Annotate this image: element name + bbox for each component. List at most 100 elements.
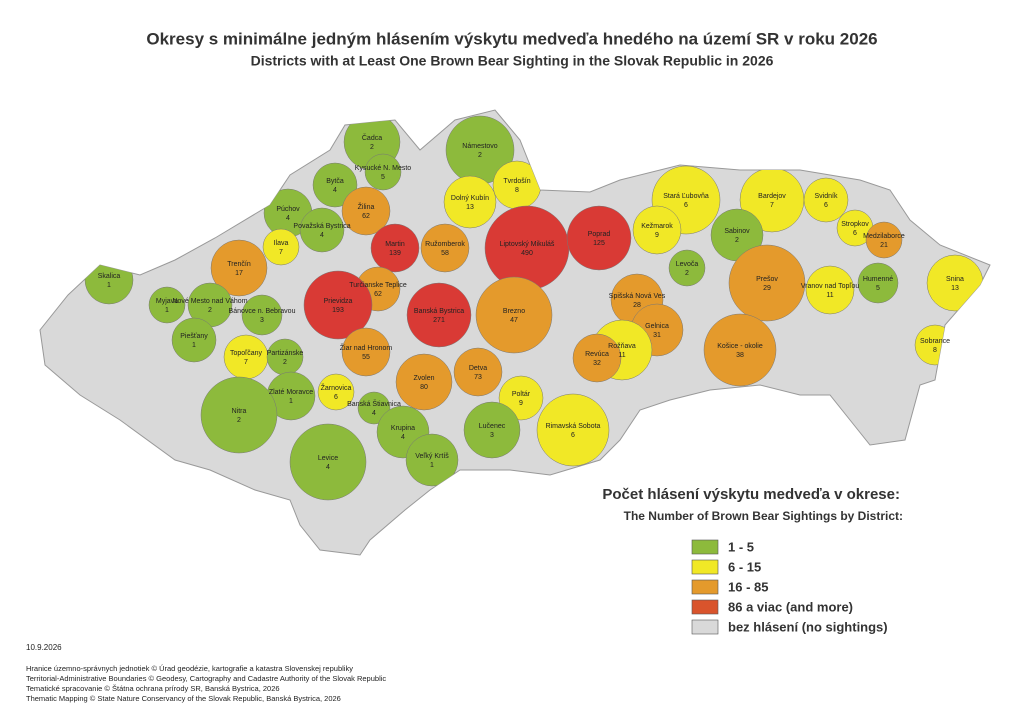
district-name: Stropkov (841, 221, 869, 228)
district-value: 1 (430, 462, 434, 469)
district-name: Brezno (503, 308, 525, 315)
legend-subtitle: The Number of Brown Bear Sightings by Di… (624, 509, 903, 523)
district-name: Prievidza (324, 298, 353, 305)
district-name: Liptovský Mikuláš (500, 241, 555, 248)
district-area (223, 334, 269, 380)
subtitle: Districts with at Least One Brown Bear S… (251, 53, 774, 69)
district-area (492, 160, 542, 210)
district-value: 11 (618, 352, 625, 359)
district-area (341, 186, 391, 236)
district-name: Turčianske Teplice (349, 282, 407, 289)
district-area (805, 265, 855, 315)
district-name: Spišská Nová Ves (609, 293, 666, 300)
credit-line: Thematic Mapping © State Nature Conserva… (26, 694, 341, 703)
district-area (463, 401, 521, 459)
credit-line: Territorial-Administrative Boundaries © … (26, 674, 386, 683)
title: Okresy s minimálne jedným hlásením výsky… (146, 29, 877, 48)
district-value: 21 (880, 242, 888, 249)
credit-line: Tematické spracovanie © Štátna ochrana p… (26, 684, 280, 693)
district-area (84, 255, 134, 305)
legend: 1 - 5 6 - 15 16 - 85 86 a viac (and more) be… (691, 539, 888, 635)
district-value: 2 (735, 237, 739, 244)
district-area (857, 262, 899, 304)
district-name: Gelnica (645, 323, 669, 330)
district-value: 17 (235, 270, 243, 277)
districts (84, 113, 984, 501)
district-value: 73 (474, 374, 482, 381)
district-name: Dolný Kubín (451, 195, 489, 202)
district-value: 55 (362, 354, 370, 361)
district-name: Svidník (815, 193, 838, 200)
legend-swatch (691, 579, 719, 595)
district-value: 1 (165, 307, 169, 314)
district-value: 6 (824, 202, 828, 209)
district-value: 13 (951, 285, 959, 292)
district-area (443, 175, 497, 229)
district-value: 1 (192, 342, 196, 349)
district-value: 490 (521, 250, 533, 257)
district-value: 7 (244, 359, 248, 366)
district-value: 1 (289, 398, 293, 405)
district-name: Vranov nad Topľou (801, 283, 860, 290)
district-name: Rožňava (608, 343, 636, 350)
district-area (536, 393, 610, 467)
legend-title: Počet hlásení výskytu medveďa v okrese: (602, 486, 900, 503)
district-value: 2 (370, 144, 374, 151)
legend-label: 1 - 5 (728, 539, 754, 554)
district-value: 28 (633, 302, 641, 309)
legend-label: 86 a viac (and more) (728, 599, 853, 614)
district-value: 8 (515, 187, 519, 194)
district-value: 7 (770, 202, 774, 209)
district-area (266, 338, 304, 376)
district-area (357, 391, 391, 425)
district-name: Zvolen (413, 375, 434, 382)
district-name: Tvrdošín (503, 178, 530, 185)
district-value: 32 (593, 360, 601, 367)
district-name: Lučenec (479, 423, 506, 430)
district-name: Zlaté Moravce (269, 389, 313, 396)
district-name: Púchov (276, 206, 300, 213)
district-area (364, 153, 402, 191)
district-value: 1 (107, 282, 111, 289)
district-value: 62 (374, 291, 382, 298)
district-name: Poprad (588, 231, 611, 238)
credits: Hranice územno-správnych jednotiek © Úra… (26, 664, 386, 703)
district-name: Martin (385, 241, 405, 248)
district-name: Kysucké N. Mesto (355, 165, 412, 172)
district-value: 4 (326, 464, 330, 471)
district-value: 193 (332, 307, 344, 314)
district-area (171, 317, 217, 363)
district-name: Levoča (676, 261, 699, 268)
district-name: Medzilaborce (863, 233, 905, 240)
district-value: 6 (853, 230, 857, 237)
district-name: Bardejov (758, 193, 786, 200)
district-name: Piešťany (180, 333, 208, 340)
district-value: 29 (763, 285, 771, 292)
district-area (210, 239, 268, 297)
district-name: Sabinov (724, 228, 750, 235)
district-area (914, 324, 956, 366)
legend-swatch (691, 619, 719, 635)
district-name: Myjava (156, 298, 178, 305)
district-name: Žiar nad Hronom (340, 343, 393, 352)
legend-swatch (691, 559, 719, 575)
district-value: 2 (237, 417, 241, 424)
district-name: Topoľčany (230, 350, 263, 357)
district-name: Považská Bystrica (293, 223, 350, 230)
district-name: Skalica (98, 273, 121, 280)
district-value: 4 (333, 187, 337, 194)
district-value: 62 (362, 213, 370, 220)
district-value: 2 (478, 152, 482, 159)
district-value: 125 (593, 240, 605, 247)
district-value: 13 (466, 204, 474, 211)
district-name: Ružomberok (425, 241, 465, 248)
district-value: 5 (381, 174, 385, 181)
district-name: Snina (946, 276, 964, 283)
district-area (341, 327, 391, 377)
district-value: 11 (826, 292, 833, 299)
district-value: 3 (260, 317, 264, 324)
district-value: 3 (490, 432, 494, 439)
district-value: 6 (571, 432, 575, 439)
district-value: 80 (420, 384, 428, 391)
district-name: Námestovo (462, 143, 498, 150)
